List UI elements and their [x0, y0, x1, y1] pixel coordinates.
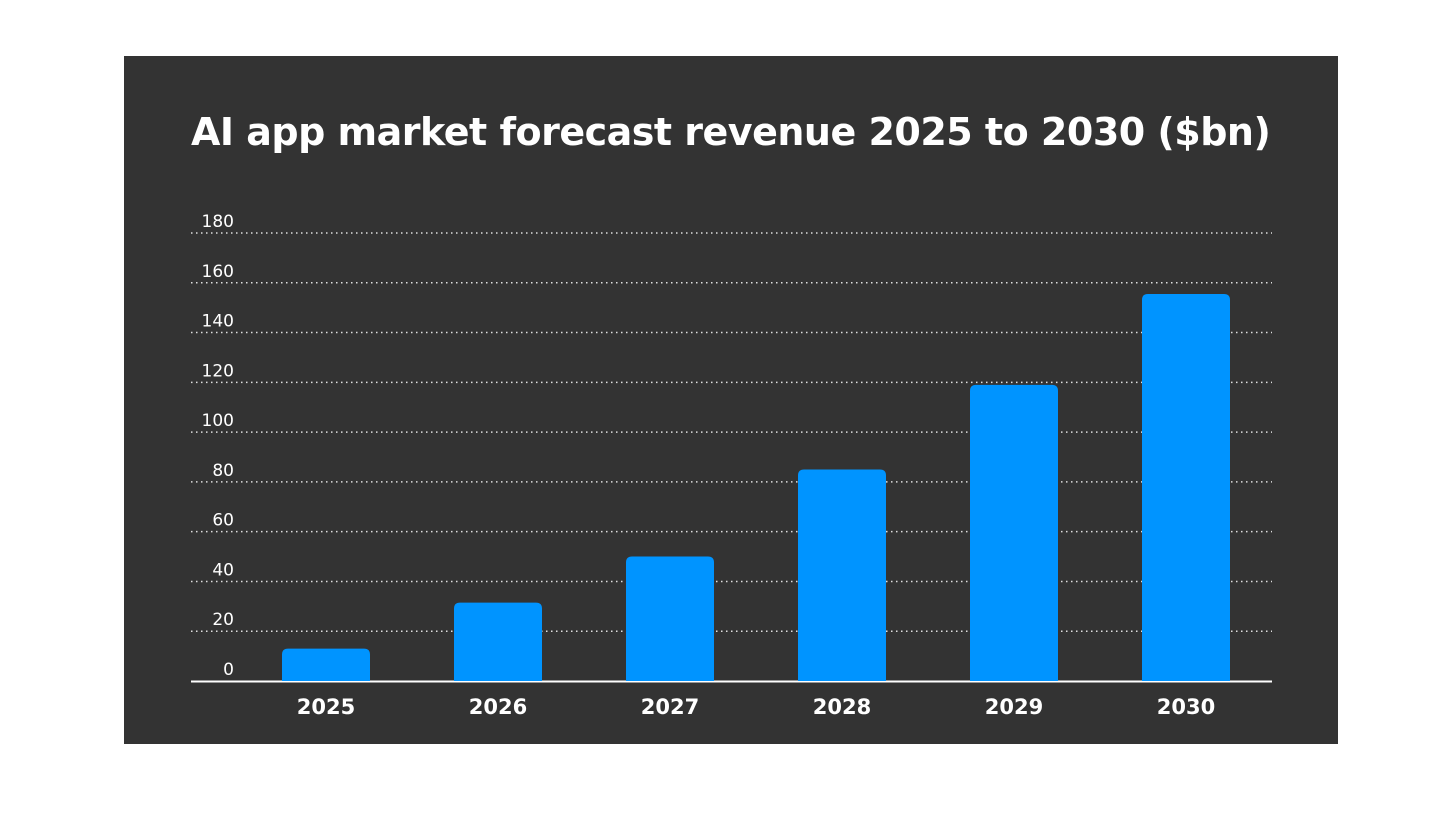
y-tick-label: 140	[202, 312, 234, 332]
bar-2025	[282, 648, 370, 681]
x-tick-label: 2025	[297, 695, 355, 719]
y-tick-label: 180	[202, 212, 234, 232]
x-tick-label: 2026	[469, 695, 527, 719]
bar-2028	[798, 469, 886, 681]
chart-card	[124, 56, 1338, 744]
x-tick-label: 2027	[641, 695, 699, 719]
bar-2030	[1142, 293, 1230, 681]
y-tick-label: 0	[223, 660, 234, 680]
bar-2029	[970, 384, 1058, 681]
bar-2027	[626, 556, 714, 681]
y-tick-label: 120	[202, 361, 234, 381]
x-tick-label: 2029	[985, 695, 1043, 719]
y-tick-label: 100	[202, 411, 234, 431]
chart-title: AI app market forecast revenue 2025 to 2…	[191, 110, 1271, 154]
y-tick-label: 20	[212, 610, 234, 630]
y-tick-label: 40	[212, 560, 234, 580]
y-tick-label: 80	[212, 461, 234, 481]
y-tick-label: 160	[202, 262, 234, 282]
y-tick-label: 60	[212, 511, 234, 531]
x-tick-label: 2028	[813, 695, 871, 719]
x-tick-label: 2030	[1157, 695, 1215, 719]
bar-2026	[454, 602, 542, 681]
